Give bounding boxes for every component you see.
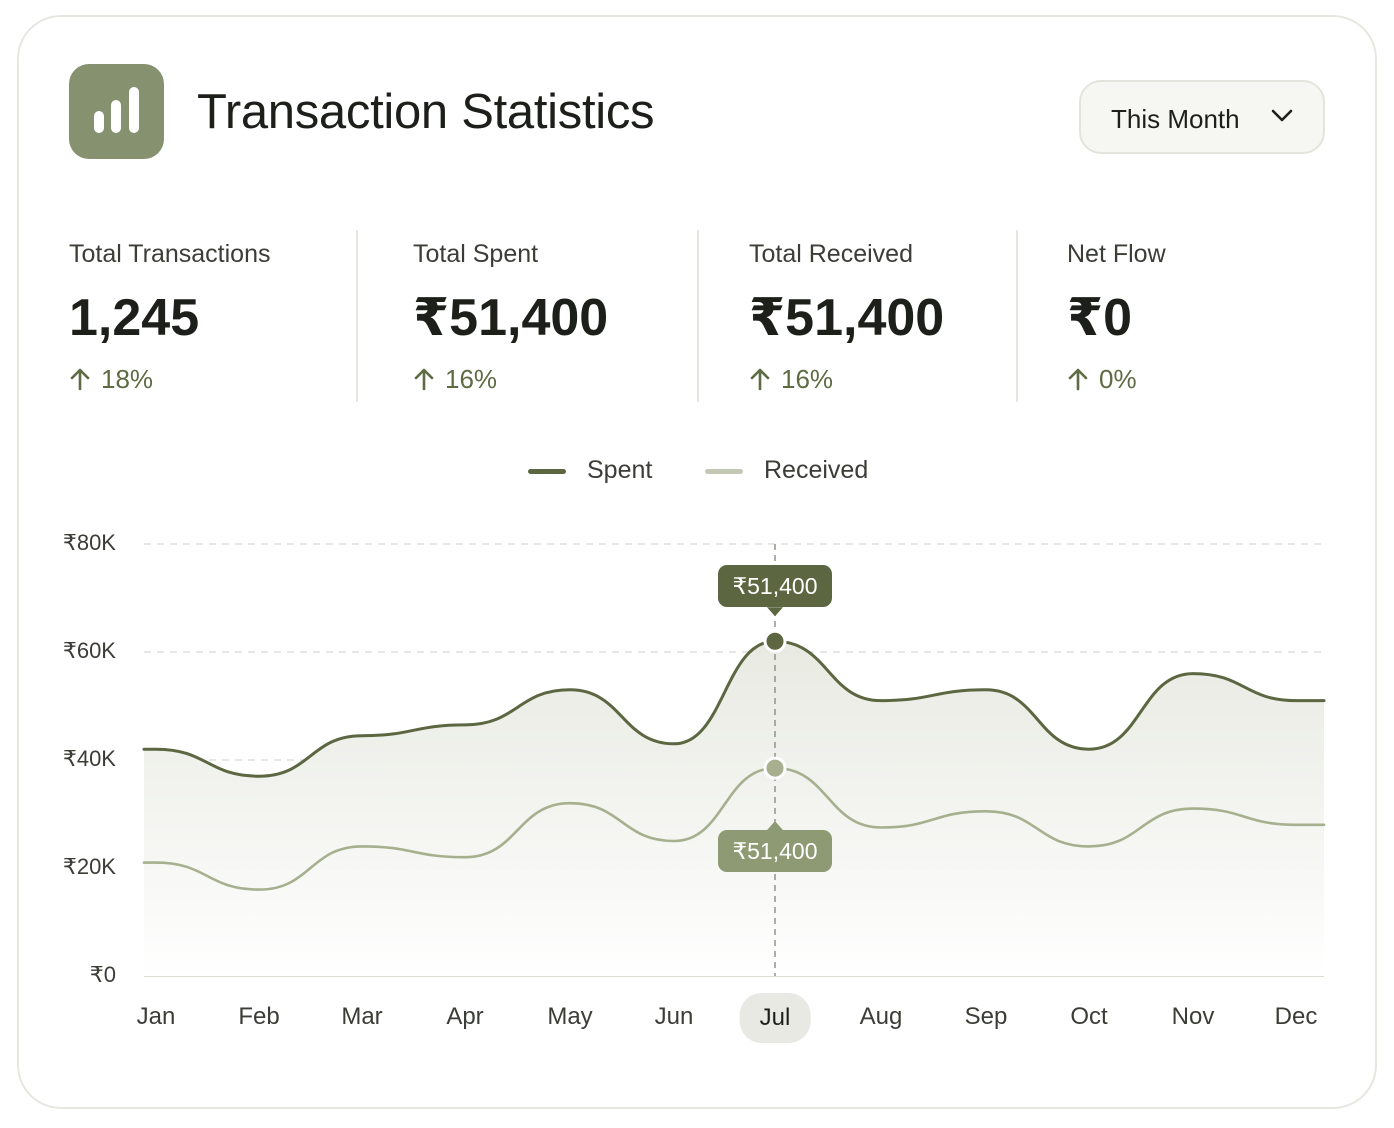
series-line-spent [142, 639, 1326, 778]
stat-divider [1016, 230, 1018, 402]
stat-label: Total Transactions [69, 240, 271, 268]
point-spent-highlight[interactable] [763, 629, 787, 653]
y-tick-label: ₹80K [62, 530, 116, 555]
point-received-highlight[interactable] [763, 756, 787, 780]
y-tick-label: ₹60K [62, 638, 116, 663]
stat-change: 16% [413, 364, 497, 395]
chevron-down-icon [1271, 109, 1293, 122]
tooltip-received-pointer [767, 821, 783, 831]
arrow-up-icon [70, 368, 90, 391]
x-tick-label-mar[interactable]: Mar [341, 1003, 383, 1030]
x-tick-label-may[interactable]: May [547, 1003, 593, 1030]
bar-chart-icon [69, 64, 164, 159]
y-tick-label: ₹40K [62, 746, 116, 771]
arrow-up-icon [750, 368, 770, 391]
stat-value: 1,245 [69, 289, 200, 347]
stat-value: ₹51,400 [413, 289, 609, 347]
y-tick-label: ₹20K [62, 854, 116, 879]
stat-change-value: 16% [781, 364, 834, 394]
x-tick-label-oct[interactable]: Oct [1070, 1003, 1108, 1030]
x-tick-label-jul[interactable]: Jul [739, 993, 811, 1043]
arrow-up-icon [1068, 368, 1088, 391]
stat-value: ₹0 [1067, 289, 1133, 347]
x-tick-label-sep[interactable]: Sep [964, 1003, 1008, 1030]
x-tick-label-jan[interactable]: Jan [136, 1003, 176, 1030]
stat-change-value: 0% [1099, 364, 1137, 394]
stat-label: Net Flow [1067, 240, 1166, 268]
legend-swatch-spent [528, 469, 566, 474]
stat-change-value: 18% [101, 364, 154, 394]
y-tick-label: ₹0 [89, 962, 116, 987]
tooltip-spent: ₹51,400 [718, 565, 832, 608]
stat-value: ₹51,400 [749, 289, 945, 347]
x-tick-label-nov[interactable]: Nov [1171, 1003, 1215, 1030]
area-spent [144, 641, 1324, 976]
page-title: Transaction Statistics [197, 85, 655, 139]
x-tick-label-apr[interactable]: Apr [446, 1003, 484, 1030]
x-tick-label-dec[interactable]: Dec [1274, 1003, 1318, 1030]
stat-change-value: 16% [445, 364, 498, 394]
x-tick-label-jun[interactable]: Jun [654, 1003, 694, 1030]
stat-divider [697, 230, 699, 402]
period-dropdown[interactable]: This Month [1079, 80, 1325, 154]
x-tick-label-aug[interactable]: Aug [859, 1003, 903, 1030]
legend-swatch-received [705, 469, 743, 474]
tooltip-received: ₹51,400 [718, 830, 832, 873]
stat-label: Total Received [749, 240, 913, 268]
period-dropdown-label: This Month [1111, 104, 1240, 134]
legend-received[interactable]: Received [764, 456, 869, 484]
stat-label: Total Spent [413, 240, 539, 268]
stat-change: 18% [69, 364, 153, 395]
stat-divider [356, 230, 358, 402]
stat-change: 16% [749, 364, 833, 395]
legend-spent[interactable]: Spent [587, 456, 653, 484]
arrow-up-icon [414, 368, 434, 391]
x-tick-label-feb[interactable]: Feb [238, 1003, 280, 1030]
tooltip-spent-pointer [767, 607, 783, 617]
stat-change: 0% [1067, 364, 1137, 395]
series-line-received [142, 766, 1326, 891]
